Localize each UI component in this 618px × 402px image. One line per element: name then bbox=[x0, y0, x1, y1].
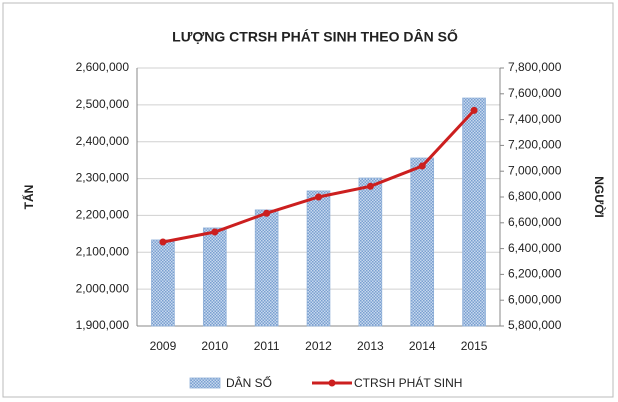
point bbox=[418, 162, 426, 170]
chart-title: LƯỢNG CTRSH PHÁT SINH THEO DÂN SỐ bbox=[172, 28, 458, 45]
y-tick-label: 1,900,000 bbox=[76, 318, 130, 332]
x-tick-label: 2015 bbox=[461, 339, 488, 353]
y2-tick-label: 7,600,000 bbox=[508, 86, 562, 100]
point bbox=[470, 106, 478, 114]
point bbox=[315, 193, 322, 201]
bar bbox=[462, 97, 486, 327]
bar bbox=[254, 209, 279, 327]
y2-tick-label: 7,200,000 bbox=[508, 138, 562, 152]
legend-label: CTRSH PHÁT SINH bbox=[354, 375, 462, 390]
y2-tick-label: 5,800,000 bbox=[508, 318, 562, 332]
x-tick-label: 2014 bbox=[409, 339, 436, 353]
y-tick-label: 2,600,000 bbox=[76, 60, 130, 74]
y-tick-label: 2,300,000 bbox=[76, 171, 130, 185]
point bbox=[263, 209, 271, 217]
x-tick-label: 2012 bbox=[305, 339, 332, 353]
y2-tick-label: 6,800,000 bbox=[508, 189, 562, 203]
y-tick-label: 2,200,000 bbox=[76, 208, 130, 222]
y-tick-label: 2,400,000 bbox=[76, 134, 130, 148]
y-tick-label: 2,500,000 bbox=[76, 97, 130, 111]
bar bbox=[306, 190, 331, 327]
bar bbox=[410, 157, 435, 327]
y2-tick-label: 6,200,000 bbox=[508, 267, 562, 281]
y2-tick-label: 6,400,000 bbox=[508, 241, 562, 255]
x-tick-label: 2010 bbox=[201, 339, 228, 353]
y-tick-label: 2,000,000 bbox=[76, 281, 130, 295]
legend-swatch bbox=[189, 377, 221, 389]
legend-swatch bbox=[328, 379, 336, 387]
y2-tick-label: 7,800,000 bbox=[508, 60, 562, 74]
y2-tick-label: 6,600,000 bbox=[508, 215, 562, 229]
bar bbox=[358, 177, 383, 327]
point bbox=[366, 182, 374, 190]
point bbox=[159, 238, 167, 246]
x-tick-label: 2013 bbox=[357, 339, 384, 353]
point bbox=[211, 228, 219, 236]
bar bbox=[151, 239, 175, 327]
y2-tick-label: 7,400,000 bbox=[508, 112, 562, 126]
y2-tick-label: 7,000,000 bbox=[508, 163, 562, 177]
bar bbox=[202, 227, 227, 327]
y2-axis-title: NGƯỜI bbox=[592, 176, 607, 218]
y2-tick-label: 6,000,000 bbox=[508, 292, 562, 306]
x-tick-label: 2011 bbox=[254, 339, 280, 353]
legend-label: DÂN SỐ bbox=[226, 375, 272, 390]
y-tick-label: 2,100,000 bbox=[76, 244, 130, 258]
y-axis-title: TẤN bbox=[21, 185, 36, 210]
x-tick-label: 2009 bbox=[150, 339, 177, 353]
